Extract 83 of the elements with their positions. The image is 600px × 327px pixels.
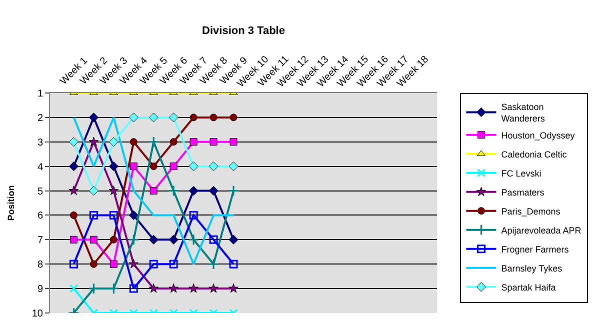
point (228, 283, 238, 293)
point (150, 187, 158, 195)
point (230, 114, 238, 122)
point (108, 162, 118, 172)
point (170, 138, 178, 146)
legend-label: Barnsley Tykes (501, 263, 563, 274)
point (209, 235, 218, 244)
point (208, 258, 220, 270)
point (108, 186, 119, 195)
point (70, 211, 78, 219)
point (168, 185, 180, 196)
point (208, 283, 218, 293)
point (68, 162, 79, 172)
point (88, 186, 98, 196)
y-tick-label: 5 (37, 186, 44, 198)
point (128, 258, 139, 268)
point (228, 185, 240, 196)
point (168, 283, 178, 293)
legend-label: Houston_Odyssey (501, 130, 576, 140)
point (168, 112, 178, 122)
point (230, 138, 238, 146)
point (208, 162, 218, 172)
point (128, 234, 140, 246)
point (228, 162, 238, 172)
point (88, 112, 98, 122)
point (170, 162, 178, 170)
y-tick-label: 3 (37, 137, 44, 148)
y-tick-label: 4 (37, 162, 44, 173)
point (90, 260, 98, 268)
legend-label: Apijarevoleada APR (501, 225, 582, 236)
legend-label: Pasmaters (501, 187, 545, 198)
legend-label: Frogner Farmers (501, 244, 570, 254)
point (148, 283, 159, 293)
point (109, 210, 118, 220)
y-tick-label: 9 (37, 284, 44, 296)
legend-label: Spartak Haifa (501, 282, 556, 292)
point (148, 234, 158, 244)
point (188, 283, 198, 293)
legend-label: Saskatoon Wanderers (501, 102, 546, 124)
legend-label: Caledonia Celtic (501, 149, 568, 160)
point (108, 137, 118, 147)
point (110, 236, 118, 244)
point (150, 162, 158, 170)
point (229, 260, 238, 268)
y-axis-title: Position (6, 185, 16, 221)
point (69, 284, 78, 293)
y-tick-label: 10 (32, 308, 44, 320)
point (88, 136, 99, 146)
point (130, 138, 138, 146)
point (188, 234, 200, 246)
y-tick-label: 7 (37, 235, 44, 246)
point (69, 260, 78, 268)
point (190, 138, 198, 146)
point (68, 137, 79, 147)
y-tick-label: 6 (37, 210, 44, 222)
point (188, 162, 198, 172)
y-tick-label: 2 (37, 112, 44, 124)
point (148, 136, 160, 148)
point (168, 234, 178, 244)
point (228, 234, 238, 244)
point (128, 210, 138, 220)
point (90, 236, 98, 244)
legend-label: Paris_Demons (501, 206, 561, 216)
point (148, 112, 158, 122)
point (188, 186, 198, 196)
point (149, 260, 158, 268)
point (169, 260, 178, 268)
point (70, 236, 78, 244)
point (189, 210, 198, 220)
point (208, 186, 218, 196)
point (130, 162, 138, 170)
point (89, 210, 98, 220)
point (129, 284, 138, 293)
legend-label: FC Levski (501, 168, 542, 178)
point (128, 112, 138, 122)
point (210, 138, 218, 146)
point (110, 260, 118, 268)
y-tick-label: 1 (37, 88, 44, 100)
point (210, 114, 218, 122)
point (190, 114, 198, 122)
y-tick-label: 8 (37, 260, 44, 271)
chart-title: Division 3 Table (202, 24, 285, 37)
point (68, 186, 79, 195)
